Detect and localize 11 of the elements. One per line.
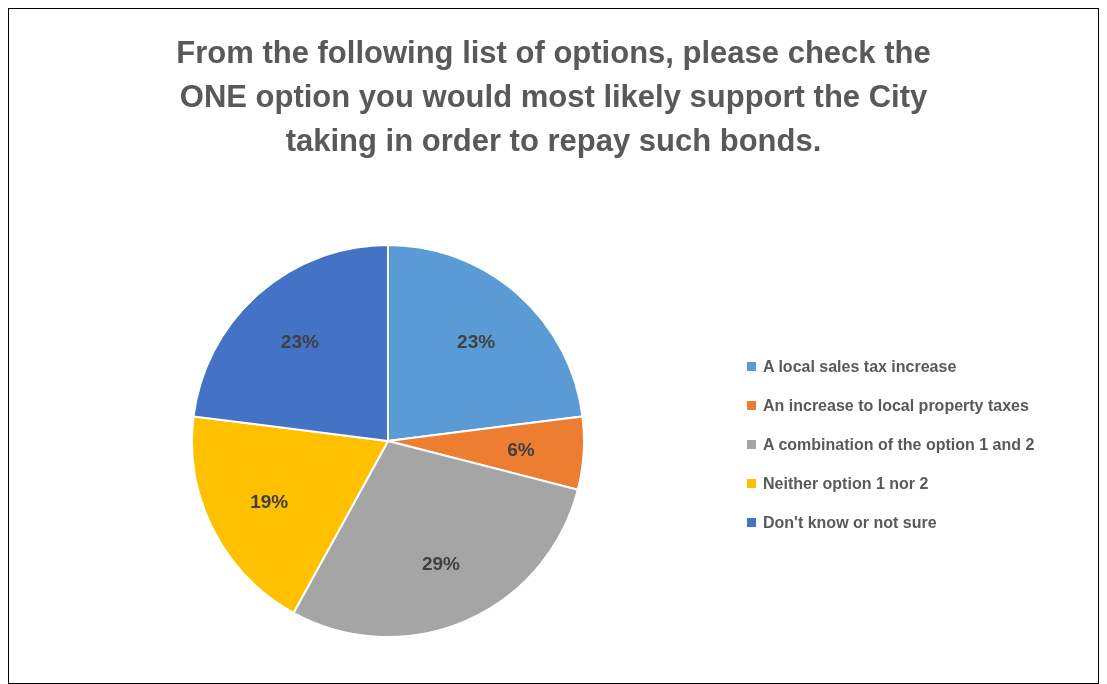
legend-label: A local sales tax increase — [763, 357, 957, 376]
data-label: 29% — [421, 552, 461, 574]
data-label: 6% — [507, 438, 535, 460]
chart-title: From the following list of options, please check the ONE option you would most likely support the City taking in order to repay such bonds. — [175, 34, 932, 160]
legend-label: Don't know or not sure — [763, 513, 937, 532]
legend-label: Neither option 1 nor 2 — [763, 474, 929, 493]
data-label: 19% — [250, 491, 289, 513]
legend-label: A combination of the option 1 and 2 — [763, 435, 1035, 454]
data-label: 23% — [280, 330, 319, 352]
data-label: 23% — [457, 330, 496, 352]
legend-label: An increase to local property taxes — [763, 396, 1029, 415]
